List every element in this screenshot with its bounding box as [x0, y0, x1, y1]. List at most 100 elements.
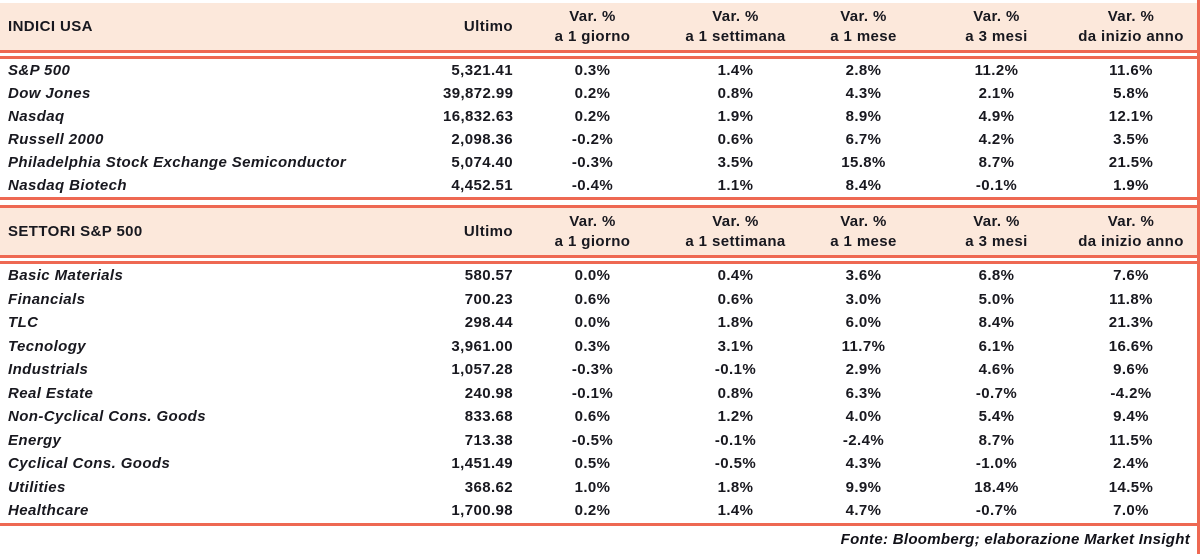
- period-label: da inizio anno: [1078, 232, 1184, 250]
- row-var-value: 4.6%: [978, 361, 1015, 379]
- row-var-value: 11.7%: [841, 337, 886, 355]
- row-last-value: 3,961.00: [451, 337, 513, 355]
- row-var-value: -0.5%: [571, 431, 614, 449]
- row-var-value: 1.2%: [717, 408, 754, 426]
- row-var-value: 6.3%: [845, 384, 882, 402]
- row-var-value: 18.4%: [974, 478, 1019, 496]
- row-name: Real Estate: [8, 384, 94, 402]
- table-title: INDICI USA: [8, 18, 93, 35]
- row-var-value: 8.4%: [845, 177, 882, 194]
- row-var-value: 2.8%: [845, 62, 882, 79]
- row-var-value: -0.7%: [975, 502, 1018, 520]
- table-body-indici-usa: S&P 500 5,321.41 0.3% 1.4% 2.8% 11.2% 11.6% Dow…: [0, 59, 1200, 200]
- row-name: Nasdaq: [8, 108, 65, 125]
- row-var-value: -0.1%: [975, 177, 1018, 194]
- row-var-value: -0.4%: [571, 177, 614, 194]
- column-header-var-1-settimana: Var. % a 1 settimana: [672, 7, 799, 47]
- row-name: Cyclical Cons. Goods: [8, 455, 171, 473]
- row-var-value: 7.0%: [1113, 502, 1149, 520]
- row-var-value: 2.1%: [978, 85, 1015, 102]
- row-last-value: 368.62: [464, 478, 513, 496]
- row-var-value: 6.7%: [845, 131, 882, 148]
- row-last-value: 1,451.49: [451, 455, 513, 473]
- row-var-value: 3.6%: [845, 267, 882, 285]
- period-label: a 1 giorno: [554, 232, 631, 250]
- table-row: Philadelphia Stock Exchange Semiconducto…: [0, 151, 1200, 174]
- table-row: Nasdaq Biotech 4,452.51 -0.4% 1.1% 8.4% -0.1%…: [0, 174, 1200, 197]
- row-last-value: 713.38: [464, 431, 513, 449]
- table-row: Russell 2000 2,098.36 -0.2% 0.6% 6.7% 4.2% 3.5…: [0, 128, 1200, 151]
- row-var-value: 21.3%: [1108, 314, 1154, 332]
- row-name: Utilities: [8, 478, 66, 496]
- row-var-value: 6.1%: [978, 337, 1015, 355]
- source-note: Fonte: Bloomberg; elaborazione Market In…: [840, 531, 1190, 548]
- table-row: Dow Jones 39,872.99 0.2% 0.8% 4.3% 2.1% 5.8%: [0, 82, 1200, 105]
- table-settori-sp500: SETTORI S&P 500 Ultimo Var. % a 1 giorno…: [0, 205, 1200, 526]
- table-row: Basic Materials 580.57 0.0% 0.4% 3.6% 6.8% 7.6…: [0, 264, 1200, 288]
- column-header-ultimo: Ultimo: [463, 18, 513, 35]
- row-var-value: 0.2%: [574, 85, 611, 102]
- row-var-value: -0.7%: [975, 384, 1018, 402]
- row-last-value: 2,098.36: [451, 131, 513, 148]
- row-var-value: 12.1%: [1108, 108, 1154, 125]
- table-title: SETTORI S&P 500: [8, 223, 143, 240]
- table-row: Financials 700.23 0.6% 0.6% 3.0% 5.0% 11.8%: [0, 288, 1200, 312]
- row-name: Financials: [8, 290, 86, 308]
- row-var-value: 0.5%: [574, 455, 611, 473]
- table-row: S&P 500 5,321.41 0.3% 1.4% 2.8% 11.2% 11.6%: [0, 59, 1200, 82]
- row-name: Energy: [8, 431, 62, 449]
- var-label: Var. %: [973, 212, 1020, 230]
- row-name: Philadelphia Stock Exchange Semiconducto…: [8, 154, 347, 171]
- period-label: a 3 mesi: [965, 232, 1028, 250]
- table-header-indici-usa: INDICI USA Ultimo Var. % a 1 giorno Var.…: [0, 3, 1200, 50]
- table-row: Healthcare 1,700.98 0.2% 1.4% 4.7% -0.7% 7.0%: [0, 499, 1200, 523]
- column-header-ultimo: Ultimo: [463, 223, 513, 240]
- period-label: da inizio anno: [1078, 27, 1184, 45]
- table-header-settori-sp500: SETTORI S&P 500 Ultimo Var. % a 1 giorno…: [0, 205, 1200, 255]
- row-var-value: 1.1%: [717, 177, 754, 194]
- table-row: Tecnology 3,961.00 0.3% 3.1% 11.7% 6.1% 16.6%: [0, 335, 1200, 359]
- row-name: Basic Materials: [8, 267, 124, 285]
- table-row: Industrials 1,057.28 -0.3% -0.1% 2.9% 4.6% 9.6…: [0, 358, 1200, 382]
- table-row: Cyclical Cons. Goods 1,451.49 0.5% -0.5% 4.3…: [0, 452, 1200, 476]
- row-var-value: 4.9%: [978, 108, 1015, 125]
- row-name: Nasdaq Biotech: [8, 177, 127, 194]
- row-var-value: 4.0%: [845, 408, 882, 426]
- column-header-var-1-mese: Var. % a 1 mese: [799, 7, 928, 47]
- period-label: a 1 mese: [830, 27, 897, 45]
- row-var-value: 0.3%: [574, 62, 611, 79]
- row-var-value: 11.5%: [1109, 431, 1153, 449]
- row-var-value: 4.2%: [978, 131, 1015, 148]
- row-last-value: 240.98: [464, 384, 513, 402]
- table-row: Utilities 368.62 1.0% 1.8% 9.9% 18.4% 14.5%: [0, 476, 1200, 500]
- row-last-value: 580.57: [464, 267, 513, 285]
- period-label: a 1 settimana: [685, 27, 786, 45]
- column-header-var-1-giorno: Var. % a 1 giorno: [513, 7, 672, 47]
- row-var-value: 9.4%: [1113, 408, 1149, 426]
- row-name: Dow Jones: [8, 85, 91, 102]
- row-var-value: 11.2%: [974, 62, 1019, 79]
- var-label: Var. %: [1107, 7, 1155, 25]
- row-var-value: 8.4%: [978, 314, 1015, 332]
- row-var-value: 0.4%: [717, 267, 754, 285]
- row-var-value: -2.4%: [842, 431, 885, 449]
- row-var-value: 21.5%: [1108, 154, 1154, 171]
- row-var-value: 5.8%: [1113, 85, 1149, 102]
- row-name: Tecnology: [8, 337, 87, 355]
- double-rule-divider: [0, 255, 1200, 264]
- row-last-value: 298.44: [464, 314, 513, 332]
- row-name: S&P 500: [8, 62, 71, 79]
- row-last-value: 4,452.51: [451, 177, 513, 194]
- double-rule-divider: [0, 50, 1200, 59]
- period-label: a 3 mesi: [965, 27, 1028, 45]
- row-var-value: 0.3%: [574, 337, 611, 355]
- row-var-value: 0.0%: [574, 314, 611, 332]
- row-var-value: 11.8%: [1109, 290, 1153, 308]
- row-var-value: 8.9%: [845, 108, 882, 125]
- column-header-var-1-mese: Var. % a 1 mese: [799, 212, 928, 252]
- row-var-value: 5.4%: [978, 408, 1015, 426]
- row-last-value: 16,832.63: [443, 108, 513, 125]
- row-var-value: 9.6%: [1113, 361, 1149, 379]
- row-var-value: 1.9%: [1113, 177, 1149, 194]
- row-name: Industrials: [8, 361, 89, 379]
